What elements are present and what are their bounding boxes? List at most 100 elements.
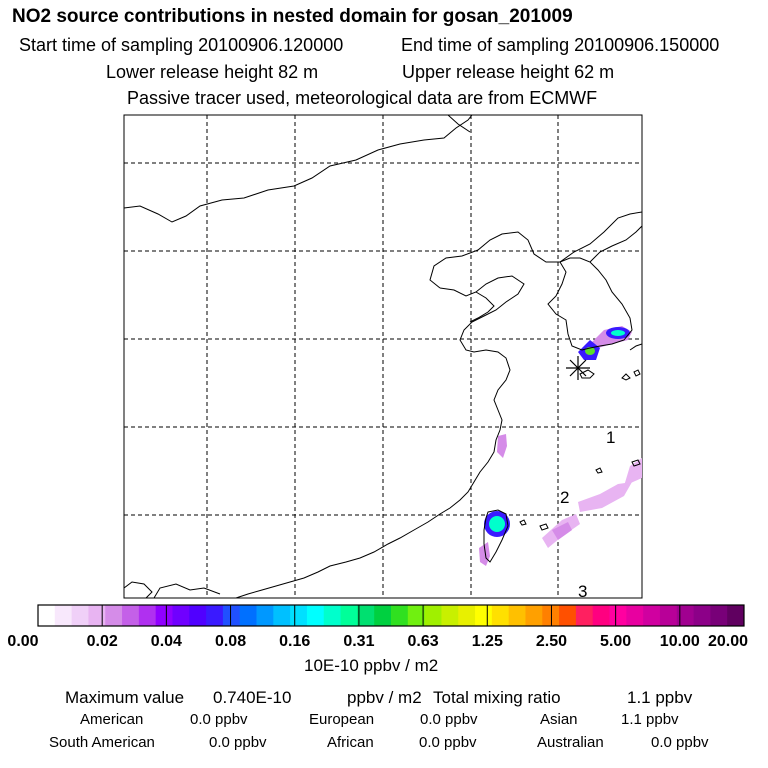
korea-peninsula xyxy=(547,257,633,351)
chart-title: NO2 source contributions in nested domai… xyxy=(12,6,573,27)
colorbar-cell xyxy=(710,605,728,626)
colorbar-cell xyxy=(189,605,207,626)
manchuria-border xyxy=(429,211,642,289)
marker-stroke-4 xyxy=(569,359,587,377)
coastlines xyxy=(124,115,642,598)
colorbar-unit: 10E-10 ppbv / m2 xyxy=(304,656,439,675)
ryukyu-island-3 xyxy=(631,459,641,467)
max-value-label: Maximum value xyxy=(65,688,185,707)
source-south-american-value: 0.0 ppbv xyxy=(209,734,267,751)
end-time-label: End time of sampling 20100906.150000 xyxy=(401,35,720,55)
colorbar-cell xyxy=(475,605,493,626)
max-value: 0.740E-10 xyxy=(213,688,292,707)
colorbar-tick-label: 0.31 xyxy=(343,633,375,650)
receptor-marker xyxy=(566,356,590,380)
colorbar-cell xyxy=(306,605,325,626)
colorbar-cell xyxy=(54,605,73,626)
colorbar-cell xyxy=(407,605,426,626)
source-australian-value: 0.0 ppbv xyxy=(651,734,709,751)
jeju-island xyxy=(579,369,595,379)
source-american-name: American xyxy=(80,711,144,728)
colorbar-cell xyxy=(542,605,560,626)
colorbar-tick-label: 0.16 xyxy=(279,633,311,650)
colorbar-cell xyxy=(424,605,442,626)
colorbar-cell xyxy=(659,605,678,626)
colorbar-cell xyxy=(256,605,274,626)
colorbar-cell xyxy=(609,605,627,626)
map-content: 1 2 3 xyxy=(124,115,642,601)
track-label-2: 2 xyxy=(560,488,569,507)
colorbar-cell xyxy=(693,605,711,626)
source-african-value: 0.0 ppbv xyxy=(419,734,477,751)
colorbar-cell xyxy=(88,605,106,626)
plume-track-2 xyxy=(578,482,632,512)
russia-border xyxy=(447,115,471,133)
colorbar-cell xyxy=(626,605,644,626)
colorbar-cell xyxy=(676,605,694,626)
source-south-american-name: South American xyxy=(49,734,155,751)
colorbar-cell xyxy=(340,605,358,626)
colorbar-cell xyxy=(458,605,476,626)
mongolia-border xyxy=(124,115,473,223)
colorbar-cell xyxy=(592,605,610,626)
colorbar-cell xyxy=(71,605,89,626)
colorbar-tick-label: 2.50 xyxy=(535,633,568,650)
lower-release-height: Lower release height 82 m xyxy=(106,62,319,82)
liaodong-coast xyxy=(469,291,495,323)
upper-release-height: Upper release height 62 m xyxy=(402,62,615,82)
plume-track-4 xyxy=(552,522,572,540)
colorbar-cell xyxy=(323,605,341,626)
colorbar-tick-label: 0.63 xyxy=(407,633,439,650)
track-label-3: 3 xyxy=(578,582,587,601)
source-american-value: 0.0 ppbv xyxy=(190,711,248,728)
source-asian-value: 1.1 ppbv xyxy=(621,711,679,728)
plume-korea-center xyxy=(611,330,625,336)
colorbar-cell xyxy=(222,605,241,626)
colorbar-cell xyxy=(290,605,308,626)
colorbar-cell xyxy=(105,605,123,626)
tracer-note: Passive tracer used, meteorological data… xyxy=(127,88,598,108)
hainan-edge xyxy=(124,581,153,598)
total-mixing-ratio-label: Total mixing ratio xyxy=(433,688,561,707)
colorbar-cell xyxy=(441,605,459,626)
colorbar-cell xyxy=(155,605,173,626)
colorbar-cell xyxy=(273,605,291,626)
japan-coast xyxy=(629,343,642,351)
colorbar-cell xyxy=(357,605,375,626)
plume-east-china xyxy=(497,434,507,458)
colorbar-cell xyxy=(491,605,510,626)
ryukyu-island-1 xyxy=(621,373,631,381)
colorbar-cell xyxy=(172,605,190,626)
source-australian-name: Australian xyxy=(537,734,604,751)
colorbar-tick-label: 10.00 xyxy=(659,633,700,650)
colorbar xyxy=(37,604,745,627)
plume-taiwan-south xyxy=(479,542,490,566)
south-china-border xyxy=(153,583,221,598)
colorbar-border xyxy=(37,604,745,627)
colorbar-cell xyxy=(38,605,56,626)
total-mixing-ratio-value: 1.1 ppbv xyxy=(627,688,693,707)
plume-taiwan-inner xyxy=(489,516,505,532)
colorbar-tick-label: 0.04 xyxy=(150,633,182,650)
source-european-value: 0.0 ppbv xyxy=(420,711,478,728)
colorbar-cell xyxy=(391,605,409,626)
china-coast xyxy=(235,275,525,598)
plume-fields xyxy=(479,326,642,566)
colorbar-tick-label: 0.08 xyxy=(214,633,247,650)
colorbar-tick-label: 0.00 xyxy=(7,633,39,650)
colorbar-cell xyxy=(508,605,526,626)
colorbar-cell xyxy=(643,605,661,626)
colorbar-cell xyxy=(559,605,577,626)
ryukyu-island-5 xyxy=(595,467,603,474)
max-value-unit: ppbv / m2 xyxy=(347,688,422,707)
colorbar-cell xyxy=(727,605,745,626)
colorbar-tick-label: 5.00 xyxy=(600,633,632,650)
colorbar-tick-label: 1.25 xyxy=(471,633,503,650)
map-gridlines xyxy=(124,115,642,598)
source-african-name: African xyxy=(327,734,374,751)
taiwan-island xyxy=(483,509,509,563)
colorbar-tick-label: 0.02 xyxy=(86,633,118,650)
source-european-name: European xyxy=(309,711,375,728)
northern-korea-coast xyxy=(589,225,642,263)
